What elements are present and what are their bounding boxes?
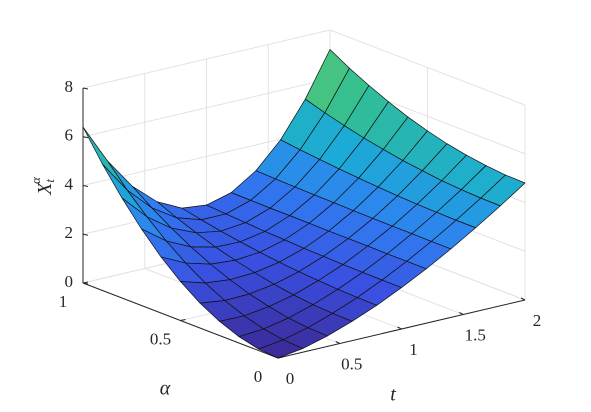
z-tick — [82, 282, 89, 285]
x-tick-label: 0 — [286, 369, 295, 388]
x-tick-label: 1 — [409, 340, 418, 359]
y-tick-label: 0 — [254, 367, 263, 386]
z-tick — [82, 136, 89, 139]
z-label-sub: t — [42, 179, 57, 183]
x-axis-label: t — [390, 384, 396, 406]
z-tick-label: 0 — [65, 272, 74, 291]
surface-patch — [258, 339, 304, 359]
x-tick — [397, 326, 402, 330]
grid-line — [82, 78, 331, 138]
x-tick — [335, 341, 340, 344]
z-tick-label: 4 — [65, 174, 74, 193]
surface — [82, 49, 526, 359]
grid-line — [329, 29, 526, 106]
y-tick-label: 1 — [59, 292, 68, 311]
x-tick-label: 1.5 — [465, 325, 486, 344]
x-tick — [459, 312, 464, 315]
z-tick-label: 2 — [65, 223, 74, 242]
y-tick-label: 0.5 — [150, 329, 171, 348]
y-axis-label: α — [160, 378, 171, 400]
x-tick-label: 0.5 — [341, 354, 362, 373]
y-tick — [180, 319, 186, 321]
x-tick-label: 2 — [533, 311, 542, 330]
z-label-sup: α — [28, 176, 43, 184]
z-label-base: X — [34, 182, 56, 196]
z-tick — [82, 87, 89, 90]
z-tick — [82, 233, 89, 236]
z-tick-label: 8 — [65, 77, 74, 96]
z-tick — [82, 185, 89, 187]
x-tick — [520, 297, 526, 301]
z-tick-label: 6 — [65, 126, 74, 145]
grid-line — [82, 29, 331, 89]
z-axis-label: Xtα — [28, 176, 57, 196]
